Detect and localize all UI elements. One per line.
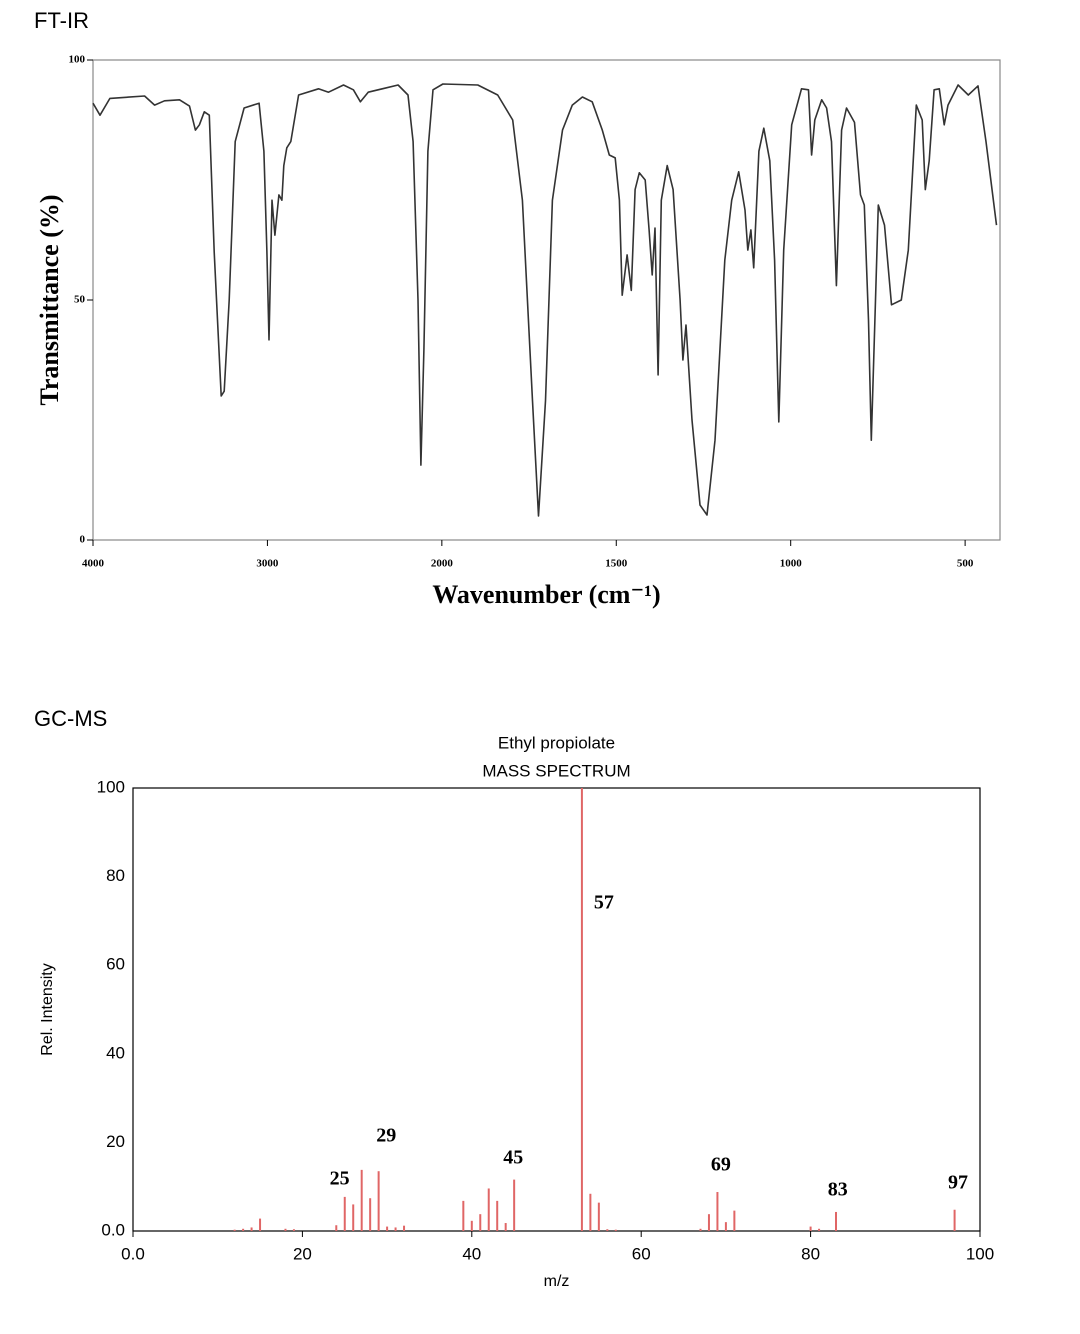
x-tick-label: 80 [801,1244,820,1263]
y-tick-label: 0 [80,534,86,546]
x-tick-label: 1000 [780,558,803,570]
x-tick-label: 4000 [82,558,105,570]
x-tick-label: 60 [632,1244,651,1263]
peak-annotation: 83 [828,1179,848,1201]
x-tick-label: 1500 [605,558,628,570]
y-tick-label: 40 [106,1043,125,1062]
chart-subtitle: MASS SPECTRUM [482,761,630,780]
panel-label: GC-MS [34,706,107,731]
y-tick-label: 80 [106,866,125,885]
x-tick-label: 40 [462,1244,481,1263]
x-axis-label: Wavenumber (cm⁻¹) [432,580,660,609]
peak-annotation: 69 [711,1153,731,1175]
x-tick-label: 100 [966,1244,994,1263]
plot-frame [132,787,981,1232]
peak-annotation: 97 [948,1172,968,1194]
peak-annotation: 25 [330,1168,350,1190]
chart-panel: FT-IR 0 50 100 4000 3000 2000 1500 1000 500 Wavenu… [34,8,1001,609]
chart-title: Ethyl propiolate [498,733,615,752]
y-tick-label: 100 [69,54,86,66]
x-tick-label: 0.0 [121,1244,145,1263]
y-axis-label: Transmittance (%) [35,194,64,405]
peak-annotation: 57 [594,892,614,914]
x-axis-label: m/z [544,1273,570,1290]
peak-annotation: 29 [376,1125,396,1147]
panel-label: FT-IR [34,8,89,33]
y-tick-label: 100 [97,777,125,796]
y-tick-label: 60 [106,955,125,974]
chart-panel: GC-MS Ethyl propiolate MASS SPECTRUM 0.0 20 4… [34,706,994,1290]
y-tick-label: 20 [106,1132,125,1151]
y-tick-label: 0.0 [101,1220,125,1239]
peak-annotation: 45 [503,1146,523,1168]
x-tick-label: 20 [293,1244,312,1263]
x-tick-label: 3000 [256,558,279,570]
x-tick-label: 2000 [431,558,454,570]
x-tick-label: 500 [957,558,974,570]
spectrum-line [92,83,998,517]
y-tick-label: 50 [74,294,86,306]
y-axis-label: Rel. Intensity [39,963,56,1055]
